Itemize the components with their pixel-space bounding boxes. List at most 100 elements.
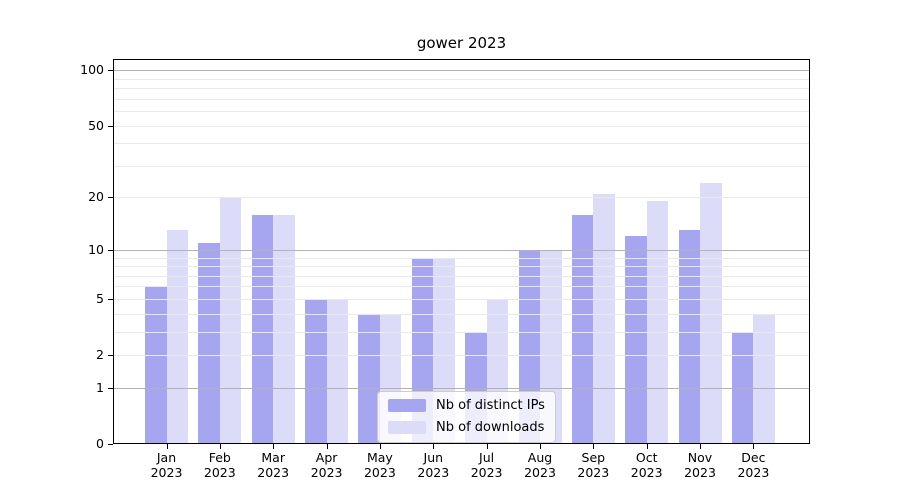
x-tick-label-apr: Apr 2023 bbox=[295, 450, 359, 480]
y-tick-label: 1 bbox=[96, 379, 104, 395]
x-tick-month: Aug bbox=[527, 450, 553, 465]
x-tick-mark bbox=[326, 444, 328, 449]
y-tick-mark bbox=[108, 70, 113, 72]
x-tick-mark bbox=[646, 444, 648, 449]
x-tick-label-oct: Oct 2023 bbox=[615, 450, 679, 480]
legend-label-downloads: Nb of downloads bbox=[436, 420, 545, 435]
y-tick-label: 10 bbox=[88, 241, 104, 257]
x-tick-mark bbox=[433, 444, 435, 449]
minor-gridline bbox=[113, 275, 810, 277]
bar-nb-of-distinct-ips-apr bbox=[305, 298, 327, 444]
x-tick-year: 2023 bbox=[577, 465, 610, 480]
minor-gridline bbox=[113, 125, 810, 127]
legend-label-distinct-ips: Nb of distinct IPs bbox=[436, 398, 545, 413]
bar-nb-of-distinct-ips-jan bbox=[145, 286, 167, 444]
y-tick-label: 20 bbox=[88, 189, 104, 205]
x-tick-label-nov: Nov 2023 bbox=[668, 450, 732, 480]
x-tick-year: 2023 bbox=[203, 465, 236, 480]
y-tick-mark bbox=[108, 197, 113, 199]
x-tick-month: Mar bbox=[261, 450, 285, 465]
y-tick-mark bbox=[108, 249, 113, 251]
x-tick-month: Nov bbox=[687, 450, 713, 465]
x-tick-mark bbox=[593, 444, 595, 449]
minor-gridline bbox=[113, 78, 810, 80]
x-tick-month: Apr bbox=[315, 450, 338, 465]
minor-gridline bbox=[113, 257, 810, 259]
x-tick-label-jan: Jan 2023 bbox=[135, 450, 199, 480]
y-tick-label: 5 bbox=[96, 290, 104, 306]
minor-gridline bbox=[113, 88, 810, 90]
x-tick-year: 2023 bbox=[150, 465, 183, 480]
legend: Nb of distinct IPs Nb of downloads bbox=[377, 391, 556, 443]
y-tick-label: 50 bbox=[88, 117, 104, 133]
minor-gridline bbox=[113, 298, 810, 300]
x-tick-year: 2023 bbox=[470, 465, 503, 480]
x-tick-mark bbox=[379, 444, 381, 449]
bar-nb-of-downloads-dec bbox=[753, 313, 775, 444]
legend-swatch-distinct-ips bbox=[388, 399, 426, 412]
y-tick-label: 0 bbox=[96, 436, 104, 451]
bar-nb-of-downloads-jan bbox=[166, 230, 188, 444]
major-gridline bbox=[113, 249, 810, 251]
minor-gridline bbox=[113, 355, 810, 356]
x-tick-month: Sep bbox=[581, 450, 606, 465]
x-tick-mark bbox=[753, 444, 755, 449]
major-gridline bbox=[113, 70, 810, 72]
x-tick-year: 2023 bbox=[630, 465, 663, 480]
x-tick-mark bbox=[486, 444, 488, 449]
minor-gridline bbox=[113, 165, 810, 167]
minor-gridline bbox=[113, 331, 810, 333]
x-tick-label-aug: Aug 2023 bbox=[508, 450, 572, 480]
x-tick-label-feb: Feb 2023 bbox=[188, 450, 252, 480]
major-gridline bbox=[113, 387, 810, 389]
y-tick-mark bbox=[108, 444, 113, 445]
x-tick-year: 2023 bbox=[310, 465, 343, 480]
y-tick-label: 2 bbox=[96, 347, 104, 362]
legend-swatch-downloads bbox=[388, 421, 426, 434]
x-tick-year: 2023 bbox=[417, 465, 450, 480]
x-tick-label-jun: Jun 2023 bbox=[401, 450, 465, 480]
y-tick-label: 100 bbox=[80, 62, 104, 78]
y-tick-mark bbox=[108, 125, 113, 127]
minor-gridline bbox=[113, 111, 810, 113]
minor-gridline bbox=[113, 313, 810, 315]
bar-nb-of-distinct-ips-may bbox=[358, 313, 380, 444]
x-tick-month: Dec bbox=[741, 450, 766, 465]
x-tick-year: 2023 bbox=[524, 465, 556, 480]
bar-nb-of-downloads-apr bbox=[326, 298, 349, 444]
x-tick-year: 2023 bbox=[363, 465, 396, 480]
minor-gridline bbox=[113, 286, 810, 288]
chart-title: gower 2023 bbox=[416, 34, 507, 52]
x-tick-mark bbox=[700, 444, 701, 449]
x-tick-mark bbox=[166, 444, 168, 449]
x-tick-label-may: May 2023 bbox=[348, 450, 412, 480]
minor-gridline bbox=[113, 197, 810, 199]
bar-nb-of-distinct-ips-oct bbox=[625, 236, 647, 444]
bar-nb-of-downloads-mar bbox=[273, 214, 295, 444]
bar-nb-of-downloads-feb bbox=[219, 197, 242, 444]
bar-nb-of-downloads-sep bbox=[593, 193, 615, 444]
x-tick-mark bbox=[273, 444, 275, 449]
x-tick-mark bbox=[540, 444, 541, 449]
x-tick-month: Jul bbox=[479, 450, 495, 465]
x-tick-year: 2023 bbox=[257, 465, 290, 480]
bar-nb-of-distinct-ips-mar bbox=[251, 214, 274, 444]
y-tick-mark bbox=[108, 298, 113, 300]
legend-item-distinct-ips: Nb of distinct IPs bbox=[388, 398, 545, 413]
x-tick-year: 2023 bbox=[684, 465, 716, 480]
y-tick-mark bbox=[108, 387, 113, 389]
bar-nb-of-downloads-oct bbox=[646, 201, 669, 444]
minor-gridline bbox=[113, 98, 810, 100]
x-tick-label-sep: Sep 2023 bbox=[561, 450, 625, 480]
bar-nb-of-distinct-ips-feb bbox=[198, 242, 220, 444]
legend-item-downloads: Nb of downloads bbox=[388, 420, 545, 435]
x-tick-label-dec: Dec 2023 bbox=[721, 450, 785, 480]
x-tick-month: Jan bbox=[156, 450, 177, 465]
y-tick-mark bbox=[108, 355, 113, 356]
x-tick-month: Oct bbox=[635, 450, 658, 465]
bar-nb-of-distinct-ips-sep bbox=[571, 214, 594, 444]
minor-gridline bbox=[113, 143, 810, 145]
x-tick-month: Feb bbox=[208, 450, 231, 465]
x-tick-label-jul: Jul 2023 bbox=[455, 450, 519, 480]
